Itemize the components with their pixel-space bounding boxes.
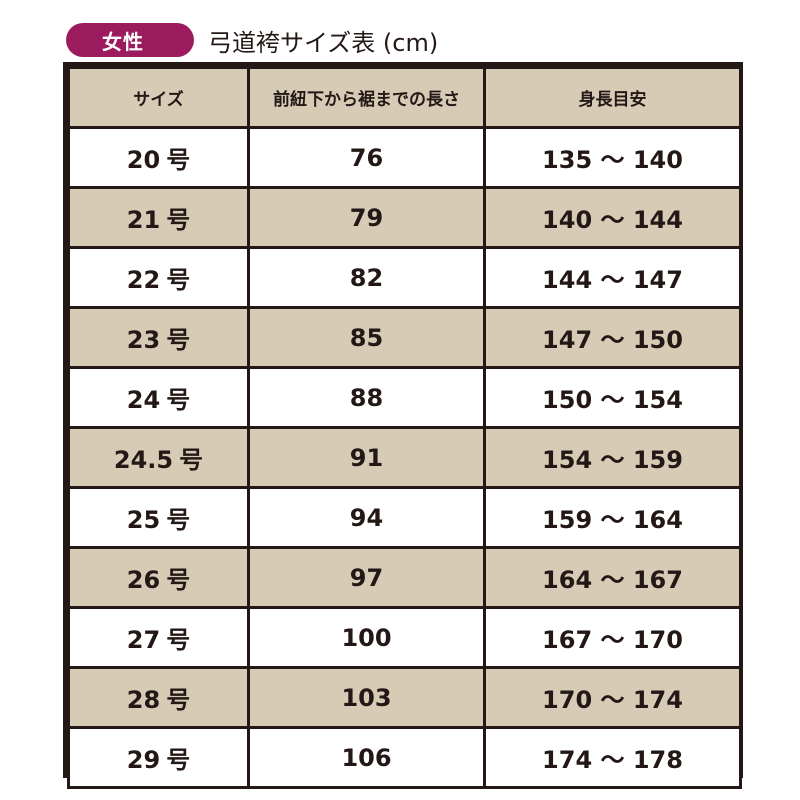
height-cell: 174 ～ 178: [483, 726, 742, 789]
length-cell: 103: [247, 666, 486, 729]
size-value: 24: [126, 386, 161, 414]
table-row: 24 号 88 150 ～ 154: [67, 366, 742, 429]
size-unit: 号: [166, 206, 191, 234]
page-title: 弓道袴サイズ表 (cm): [208, 28, 439, 57]
height-cell: 147 ～ 150: [483, 306, 742, 369]
page-header: 女性 弓道袴サイズ表 (cm): [66, 23, 438, 57]
size-value: 22: [126, 266, 161, 294]
table-row: 23 号 85 147 ～ 150: [67, 306, 742, 369]
size-unit: 号: [166, 566, 191, 594]
size-cell: 27 号: [67, 606, 250, 669]
size-unit: 号: [166, 386, 191, 414]
size-value: 24.5: [113, 446, 174, 474]
length-cell: 91: [247, 426, 486, 489]
size-unit: 号: [179, 446, 204, 474]
height-cell: 154 ～ 159: [483, 426, 742, 489]
size-value: 27: [126, 626, 161, 654]
size-unit: 号: [166, 146, 191, 174]
size-unit: 号: [166, 686, 191, 714]
height-cell: 167 ～ 170: [483, 606, 742, 669]
size-unit: 号: [166, 326, 191, 354]
length-cell: 85: [247, 306, 486, 369]
length-cell: 88: [247, 366, 486, 429]
table-row: 27 号 100 167 ～ 170: [67, 606, 742, 669]
size-cell: 20 号: [67, 126, 250, 189]
table-row: 21 号 79 140 ～ 144: [67, 186, 742, 249]
size-value: 20: [126, 146, 161, 174]
size-cell: 25 号: [67, 486, 250, 549]
gender-badge: 女性: [66, 23, 194, 57]
size-cell: 23 号: [67, 306, 250, 369]
size-value: 21: [126, 206, 161, 234]
size-value: 28: [126, 686, 161, 714]
length-cell: 100: [247, 606, 486, 669]
table-row: 20 号 76 135 ～ 140: [67, 126, 742, 189]
column-header-size: サイズ: [67, 66, 250, 129]
size-cell: 28 号: [67, 666, 250, 729]
table-row: 26 号 97 164 ～ 167: [67, 546, 742, 609]
length-cell: 97: [247, 546, 486, 609]
column-header-height: 身長目安: [483, 66, 742, 129]
size-value: 23: [126, 326, 161, 354]
height-cell: 170 ～ 174: [483, 666, 742, 729]
height-cell: 159 ～ 164: [483, 486, 742, 549]
size-unit: 号: [166, 506, 191, 534]
size-cell: 24.5 号: [67, 426, 250, 489]
length-cell: 82: [247, 246, 486, 309]
height-cell: 135 ～ 140: [483, 126, 742, 189]
height-cell: 144 ～ 147: [483, 246, 742, 309]
size-table: サイズ 前紐下から裾までの長さ 身長目安 20 号 76 135 ～ 140 21…: [67, 66, 742, 789]
height-cell: 150 ～ 154: [483, 366, 742, 429]
size-value: 26: [126, 566, 161, 594]
size-unit: 号: [166, 746, 191, 774]
size-value: 29: [126, 746, 161, 774]
table-row: 22 号 82 144 ～ 147: [67, 246, 742, 309]
size-cell: 21 号: [67, 186, 250, 249]
table-header-row: サイズ 前紐下から裾までの長さ 身長目安: [67, 66, 742, 129]
size-value: 25: [126, 506, 161, 534]
table-row: 28 号 103 170 ～ 174: [67, 666, 742, 729]
length-cell: 76: [247, 126, 486, 189]
height-cell: 164 ～ 167: [483, 546, 742, 609]
size-unit: 号: [166, 266, 191, 294]
size-cell: 22 号: [67, 246, 250, 309]
table-row: 24.5 号 91 154 ～ 159: [67, 426, 742, 489]
column-header-length: 前紐下から裾までの長さ: [247, 66, 486, 129]
table-row: 25 号 94 159 ～ 164: [67, 486, 742, 549]
length-cell: 94: [247, 486, 486, 549]
size-unit: 号: [166, 626, 191, 654]
size-table-frame: サイズ 前紐下から裾までの長さ 身長目安 20 号 76 135 ～ 140 21…: [63, 62, 743, 789]
table-row: 29 号 106 174 ～ 178: [67, 726, 742, 789]
length-cell: 106: [247, 726, 486, 789]
size-cell: 26 号: [67, 546, 250, 609]
size-cell: 29 号: [67, 726, 250, 789]
size-cell: 24 号: [67, 366, 250, 429]
length-cell: 79: [247, 186, 486, 249]
height-cell: 140 ～ 144: [483, 186, 742, 249]
